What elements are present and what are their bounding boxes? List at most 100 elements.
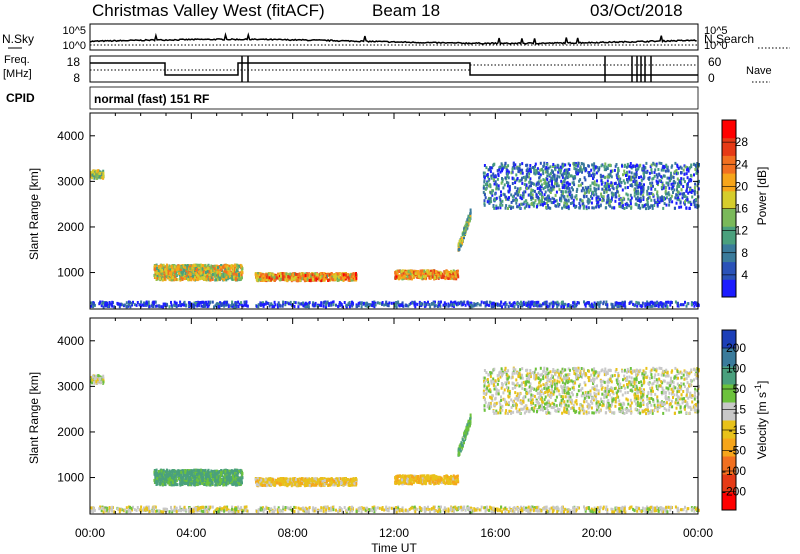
power-cell	[540, 192, 543, 196]
power-cell	[287, 302, 290, 306]
power-cell	[515, 173, 518, 177]
power-cell	[547, 166, 550, 170]
power-cell	[241, 267, 244, 271]
power-cell	[611, 193, 614, 197]
power-cell	[531, 182, 534, 185]
power-cell	[688, 206, 691, 210]
power-cell	[330, 276, 333, 280]
power-cell	[192, 274, 195, 278]
power-cell	[519, 304, 522, 307]
power-cell	[518, 206, 521, 210]
power-cell	[397, 301, 400, 305]
power-cell	[150, 304, 153, 308]
power-cell	[690, 165, 693, 169]
power-cell	[181, 303, 184, 307]
power-cell	[416, 272, 419, 275]
power-cell	[341, 305, 344, 309]
power-cell	[518, 203, 521, 207]
power-cell	[170, 270, 173, 274]
power-cell	[221, 302, 224, 306]
power-cell	[91, 173, 94, 177]
power-cell	[572, 188, 574, 192]
power-cell	[638, 199, 641, 203]
power-cell	[240, 303, 243, 307]
power-cell	[621, 201, 624, 205]
power-cell	[450, 301, 452, 305]
power-cell	[108, 301, 111, 304]
velocity-cell	[214, 470, 217, 473]
power-cell	[341, 272, 343, 276]
power-cell	[354, 273, 357, 276]
power-cell	[386, 303, 389, 307]
power-cell	[680, 166, 683, 170]
power-cell	[419, 269, 422, 273]
power-cell	[429, 305, 432, 309]
power-cell	[692, 302, 695, 305]
power-cell	[401, 303, 403, 307]
power-cell	[411, 273, 414, 277]
power-cell	[593, 162, 596, 166]
power-cell	[570, 193, 573, 197]
power-cell	[190, 264, 193, 268]
power-cell	[455, 302, 458, 306]
power-cell	[273, 300, 276, 304]
power-cell	[595, 303, 597, 307]
power-cell	[587, 174, 590, 178]
power-cell	[294, 272, 297, 276]
power-cell	[567, 182, 570, 186]
power-cell	[487, 184, 490, 188]
power-cell	[394, 303, 397, 307]
power-cell	[654, 301, 657, 305]
power-cell	[666, 305, 669, 309]
power-cell	[366, 305, 369, 308]
power-cell	[670, 300, 673, 304]
power-cell	[565, 206, 568, 209]
power-cell	[578, 168, 580, 172]
power-cell	[189, 273, 192, 277]
power-cell	[398, 277, 400, 281]
power-cell	[306, 277, 309, 281]
power-cell	[397, 269, 400, 273]
power-cell	[466, 218, 469, 222]
power-cell	[470, 303, 472, 307]
power-cell	[645, 203, 647, 207]
power-cell	[423, 269, 426, 273]
power-cell	[632, 164, 635, 168]
power-cell	[552, 300, 555, 304]
power-cell	[519, 196, 522, 199]
power-cell	[604, 181, 607, 185]
power-cell	[658, 172, 661, 176]
power-cell	[599, 198, 602, 202]
power-cell	[555, 204, 558, 208]
power-cell	[154, 304, 157, 308]
power-cell	[265, 278, 268, 282]
power-cell	[541, 195, 544, 199]
power-cell	[630, 165, 632, 169]
power-cell	[350, 278, 353, 282]
power-cell	[584, 178, 587, 182]
power-cell	[560, 168, 562, 172]
power-cell	[496, 169, 499, 173]
power-cell	[527, 193, 530, 197]
power-cell	[487, 198, 490, 202]
power-cell	[455, 274, 458, 278]
power-cell	[527, 305, 530, 309]
power-cell	[501, 165, 504, 169]
power-cell	[667, 169, 670, 173]
power-cell	[170, 303, 173, 307]
power-cell	[640, 199, 642, 203]
power-cell	[514, 186, 517, 190]
power-cell	[686, 302, 689, 306]
power-cell	[332, 278, 334, 282]
power-cell	[595, 196, 598, 200]
power-cell	[695, 171, 698, 175]
power-cell	[617, 175, 620, 178]
power-cell	[595, 183, 598, 187]
power-cell	[281, 272, 284, 275]
power-cell	[323, 274, 326, 278]
power-cell	[106, 301, 109, 305]
power-cell	[555, 199, 558, 203]
power-cell	[346, 273, 349, 277]
power-cell	[328, 278, 331, 282]
power-cell	[141, 303, 144, 307]
